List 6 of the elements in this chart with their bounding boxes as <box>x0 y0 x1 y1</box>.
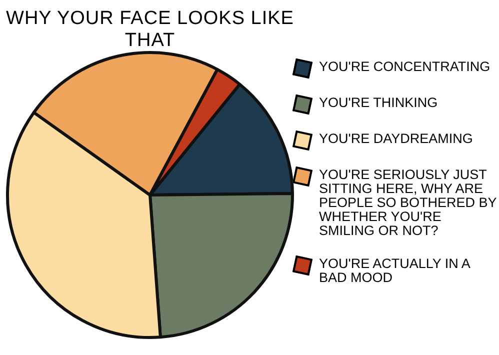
legend-label: YOU'RE CONCENTRATING <box>319 59 490 74</box>
legend-label: YOU'RE THINKING <box>319 95 438 110</box>
legend-label: YOU'RE SERIOUSLY JUST SITTING HERE, WHY ARE PEOPLE SO BOTHERED BY WHETHER YOU'RE SMILING OR NOT? <box>319 167 497 238</box>
legend-label: YOU'RE ACTUALLY IN A BAD MOOD <box>319 256 472 285</box>
legend-label: YOU'RE DAYDREAMING <box>319 131 473 146</box>
chart-title: WHY YOUR FACE LOOKS LIKE THAT <box>5 8 295 52</box>
